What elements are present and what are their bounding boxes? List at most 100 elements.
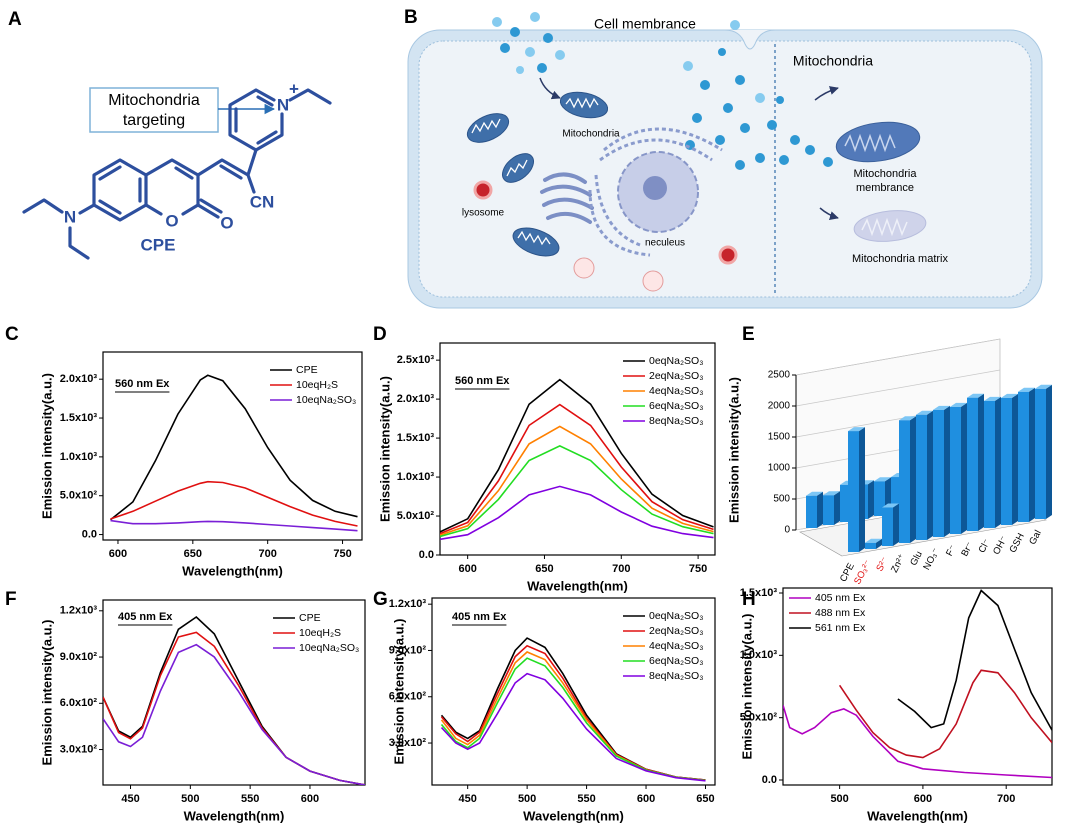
grid-line <box>795 338 1001 376</box>
bar-side <box>817 491 823 528</box>
y-tick-label: 9.0x10² <box>389 644 427 656</box>
x-tick-label: Br⁻ <box>959 540 976 558</box>
series-line <box>440 445 714 538</box>
series-line <box>110 480 358 527</box>
bar-side <box>859 427 865 552</box>
annotation: 560 nm Ex <box>455 375 510 387</box>
y-tick-label: 5.0x10² <box>397 510 435 522</box>
panel-label: G <box>373 589 388 610</box>
compound-label: CPE <box>141 235 176 254</box>
callout-text: targeting <box>123 112 185 129</box>
x-tick-label: 750 <box>689 563 707 575</box>
chart: 600 650 700 750 0.0 5.0x10² 1.0x10³ 1.5x10³ 2.0x… <box>39 351 363 578</box>
plot-frame <box>439 342 716 556</box>
x-tick-label: 650 <box>535 563 553 575</box>
series-line <box>897 589 1052 731</box>
series-line <box>110 374 358 521</box>
bar-side <box>995 396 1001 528</box>
series-line <box>440 378 714 533</box>
y-tick-label: 9.0x10² <box>60 651 98 663</box>
y-tick-label: 3.0x10² <box>389 737 427 749</box>
bar-side <box>961 402 967 534</box>
bar-top <box>933 405 950 410</box>
y-tick-label: 0.0 <box>419 549 434 561</box>
bar-top <box>984 396 1001 401</box>
y-tick-label: 1.2x10³ <box>389 598 427 610</box>
atom: CN <box>250 192 275 211</box>
y-tick-label: 500 <box>773 494 790 505</box>
bar <box>891 477 902 513</box>
x-tick-label: 500 <box>518 793 536 805</box>
bar-top <box>865 538 882 543</box>
grid-line <box>795 369 1001 407</box>
bar <box>882 507 893 546</box>
x-tick-label: 550 <box>577 793 595 805</box>
cristae <box>861 217 908 237</box>
plot-frame <box>782 587 1053 786</box>
panel-label: A <box>8 9 22 30</box>
series-line <box>783 704 1052 779</box>
y-tick-label: 2.0x10³ <box>397 393 435 405</box>
annotation: 560 nm Ex <box>115 378 170 390</box>
bar-top <box>874 477 891 482</box>
y-axis-label: Emission intensity(a.u.) <box>39 373 54 519</box>
y-tick-label: 1.5x10³ <box>397 432 435 444</box>
callout-box <box>89 87 219 133</box>
x-tick-label: 600 <box>637 793 655 805</box>
chart: 600 650 700 750 0.0 5.0x10² 1.0x10³ 1.5x10³ 2.0x… <box>377 342 716 593</box>
target-label: Mitochondria <box>854 168 918 180</box>
bar <box>840 484 851 522</box>
annotation: 405 nm Ex <box>452 611 507 623</box>
region-label: Mitochondria <box>793 53 873 69</box>
y-tick-label: 1500 <box>768 432 791 443</box>
panel-label: F <box>5 589 17 610</box>
x-tick-label: 450 <box>121 793 139 805</box>
legend-label: CPE <box>299 612 321 624</box>
bar-side <box>978 393 984 531</box>
panel-label: H <box>742 589 756 610</box>
bar-side <box>944 405 950 537</box>
bar-top <box>1018 387 1035 392</box>
x-tick-label: 700 <box>997 793 1015 805</box>
x-tick-label: SO₃²⁻ <box>852 558 874 586</box>
organelle-label: Mitochondria <box>562 129 620 140</box>
series-line <box>440 425 714 536</box>
series-line <box>103 643 365 785</box>
y-axis-label: Emission intensity(a.u.) <box>39 620 54 766</box>
series-line <box>440 657 706 782</box>
x-tick-label: 750 <box>333 548 351 560</box>
x-axis-label: Wavelength(nm) <box>184 808 285 823</box>
panel-label: C <box>5 324 19 345</box>
x-tick-label: F⁻ <box>944 543 959 558</box>
benzene-ring <box>92 158 148 222</box>
x-tick-label: OH⁻ <box>991 534 1010 556</box>
bar <box>950 406 961 534</box>
legend-label: 0eqNa₂SO₃ <box>649 610 703 622</box>
y-tick-label: 2000 <box>768 401 791 412</box>
vesicle <box>642 270 664 292</box>
bar-top <box>899 416 916 421</box>
y-tick-label: 0.0 <box>82 528 97 540</box>
bar <box>848 431 859 552</box>
bar-top <box>950 402 967 407</box>
y-tick-label: 2.5x10³ <box>397 354 435 366</box>
panel-b: B Cell membrance Mitochondria Mitochondr… <box>404 7 1043 309</box>
bar-top <box>848 427 865 432</box>
callout-text: Mitochondria <box>108 92 200 109</box>
vesicle <box>573 257 595 279</box>
bar-top <box>1001 393 1018 398</box>
bar <box>823 495 834 525</box>
bar <box>984 400 995 528</box>
y-tick-label: 5.0x10² <box>740 712 778 724</box>
y-tick-label: 1.5x10³ <box>740 587 778 599</box>
legend-label: 8eqNa₂SO₃ <box>649 670 703 682</box>
panel-label: D <box>373 324 387 345</box>
bar-side <box>876 538 882 549</box>
atom: O <box>165 211 178 230</box>
y-tick-label: 1000 <box>768 463 791 474</box>
plot-frame <box>102 351 363 541</box>
organelle-label: lysosome <box>462 208 505 219</box>
series-line <box>440 403 714 535</box>
bar-side <box>1029 387 1035 522</box>
atom: N <box>64 207 76 226</box>
